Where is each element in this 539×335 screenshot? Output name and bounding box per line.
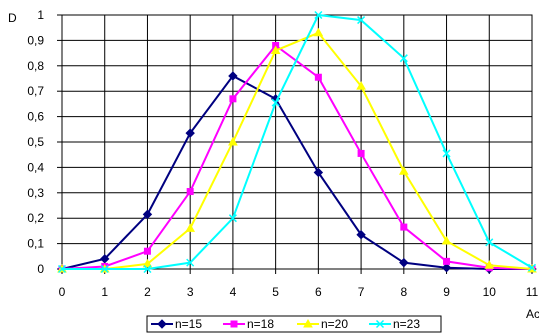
data-point-n=15: [142, 209, 153, 220]
x-tick-label: 0: [59, 285, 66, 299]
x-tick-label: 10: [483, 285, 497, 299]
series-line-n=23: [62, 13, 533, 270]
data-point-n=18: [314, 73, 322, 81]
legend-label: n=23: [393, 317, 420, 331]
y-tick-label: 0,3: [27, 186, 44, 200]
plot-area-border: [61, 14, 533, 270]
legend-item: n=23: [369, 317, 420, 331]
x-marker-stroke: [100, 264, 109, 274]
x-tick-label: 4: [230, 285, 237, 299]
x-tick-label: 8: [400, 285, 407, 299]
data-point-n=23: [271, 98, 280, 107]
data-point-n=15: [399, 257, 409, 268]
legend-item: n=15: [151, 317, 202, 331]
data-point-n=15: [185, 128, 195, 138]
y-tick-label: 0,1: [27, 237, 44, 251]
data-point-n=23: [228, 214, 237, 223]
x-marker-stroke: [375, 319, 385, 329]
data-point-n=23: [442, 149, 451, 158]
x-tick-label: 6: [315, 285, 322, 299]
data-point-n=18: [400, 223, 408, 231]
series-line-n=15: [61, 74, 532, 270]
data-point-n=23: [100, 264, 109, 274]
series-layer: [57, 10, 537, 274]
y-tick-label: 0,8: [27, 59, 44, 73]
legend-box: [146, 315, 442, 333]
data-point-n=23: [399, 54, 408, 63]
x-marker-stroke: [485, 238, 494, 247]
legend: n=15 n=18 n=20 n=23: [146, 315, 442, 333]
y-tick-label: 0: [37, 262, 44, 276]
y-tick-label: 0,7: [27, 84, 44, 98]
x-tick-label: 2: [144, 285, 151, 299]
data-point-n=15: [441, 263, 452, 273]
data-point-n=23: [357, 16, 366, 25]
x-tick-label: 3: [187, 285, 194, 299]
legend-marker: [303, 318, 313, 328]
x-axis-title: Ac: [526, 307, 539, 321]
data-point-n=20: [142, 258, 153, 268]
x-tick-label: 9: [443, 285, 450, 299]
data-point-n=18: [357, 149, 365, 157]
x-tick-label: 5: [272, 285, 279, 299]
data-point-n=18: [143, 247, 151, 255]
y-tick-label: 0,2: [27, 211, 44, 225]
data-point-n=20: [356, 81, 366, 90]
data-point-n=20: [313, 27, 324, 37]
y-tick-label: 1: [37, 8, 44, 22]
x-tick-label: 1: [101, 285, 108, 299]
data-point-n=20: [484, 260, 495, 269]
data-point-n=20: [398, 166, 409, 175]
legend-label: n=15: [175, 317, 202, 331]
data-point-n=23: [527, 263, 537, 272]
data-point-n=23: [186, 258, 195, 267]
y-axis-title: D: [8, 11, 17, 25]
series-line-n=18: [61, 44, 533, 270]
data-point-n=23: [314, 10, 323, 20]
legend-label: n=18: [247, 317, 274, 331]
data-point-n=15: [356, 230, 366, 240]
x-marker-stroke: [143, 264, 152, 274]
x-marker-stroke: [57, 264, 67, 274]
x-tick-label: 7: [358, 285, 365, 299]
y-tick-label: 0,9: [27, 33, 44, 47]
x-marker-stroke: [357, 16, 366, 25]
legend-marker: [230, 320, 238, 328]
x-marker-stroke: [527, 263, 537, 272]
x-marker-stroke: [271, 98, 280, 107]
x-marker-stroke: [399, 54, 408, 63]
legend-marker: [375, 319, 385, 329]
data-point-n=20: [185, 223, 196, 232]
data-point-n=23: [143, 264, 152, 274]
x-marker-stroke: [186, 258, 195, 267]
data-point-n=15: [228, 71, 238, 81]
x-marker-stroke: [228, 214, 237, 223]
data-point-n=18: [186, 188, 194, 196]
y-tick-label: 0,5: [27, 135, 44, 149]
data-point-n=20: [228, 136, 238, 146]
x-marker-stroke: [314, 10, 323, 20]
series-line-n=20: [62, 31, 533, 270]
tick-labels: 00,10,20,30,40,50,60,70,80,910 1 2 3 4 5 6 7 8 9 1…: [27, 8, 538, 299]
data-point-n=15: [313, 167, 324, 178]
x-tick-label: 11: [526, 285, 539, 299]
legend-marker: [157, 319, 167, 329]
data-point-n=18: [229, 95, 237, 103]
data-point-n=23: [485, 238, 494, 247]
legend-label: n=20: [321, 317, 348, 331]
data-point-n=20: [441, 236, 452, 245]
y-tick-label: 0,6: [27, 110, 44, 124]
data-point-n=23: [57, 264, 67, 274]
legend-item: n=20: [297, 317, 348, 331]
data-point-n=18: [443, 257, 451, 265]
x-marker-stroke: [442, 149, 451, 158]
legend-item: n=18: [223, 317, 274, 331]
y-tick-label: 0,4: [27, 160, 44, 174]
data-point-n=20: [270, 45, 281, 55]
data-point-n=15: [100, 254, 110, 264]
